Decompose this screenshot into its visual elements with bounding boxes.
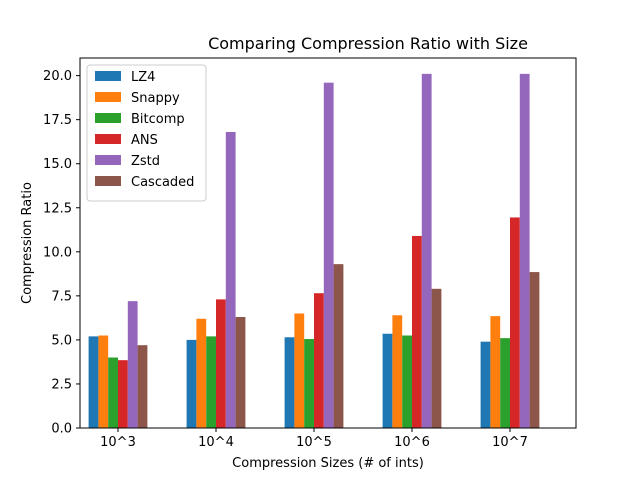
bar-snappy-10e3 [98,335,109,428]
y-tick-label: 7.5 [51,289,72,304]
x-tick-label: 10^6 [394,435,430,450]
bar-bitcomp-10e6 [402,335,412,428]
bar-snappy-10e7 [490,316,501,428]
legend-swatch-cascaded [95,176,121,186]
y-tick-label: 5.0 [51,333,72,348]
legend-swatch-ans [95,134,121,144]
bar-ans-10e4 [216,299,226,428]
y-axis-label: Compression Ratio [20,182,35,304]
legend-label-lz4: LZ4 [131,70,155,85]
x-tick-label: 10^7 [492,435,528,450]
bar-snappy-10e4 [196,318,207,428]
bar-lz4-10e5 [284,337,295,428]
bar-zstd-10e7 [519,73,530,429]
bar-cascaded-10e4 [235,317,246,428]
bar-lz4-10e6 [382,333,393,428]
legend-label-ans: ANS [131,133,158,148]
legend-label-bitcomp: Bitcomp [131,112,185,127]
plot-frame [79,57,577,429]
legend-swatch-snappy [95,92,121,102]
bar-bitcomp-10e7 [500,338,510,428]
bar-snappy-10e5 [294,313,305,428]
bar-cascaded-10e3 [137,345,148,428]
bar-cascaded-10e5 [333,264,344,428]
bar-zstd-10e3 [127,301,138,428]
legend-swatch-bitcomp [95,113,121,123]
y-tick-label: 10.0 [43,245,72,260]
x-axis: 10^3 10^4 10^5 10^6 10^7 [100,428,528,450]
legend-label-zstd: Zstd [131,154,160,169]
legend-label-snappy: Snappy [131,91,180,106]
bar-lz4-10e7 [480,341,491,428]
bar-cascaded-10e7 [529,272,540,428]
legend: LZ4 Snappy Bitcomp ANS Zstd Cascaded [86,64,207,202]
legend-swatch-lz4 [95,71,121,81]
bar-bitcomp-10e4 [206,336,216,428]
y-tick-label: 20.0 [43,69,72,84]
bars-group [88,73,540,429]
y-axis: 0.0 2.5 5.0 7.5 10.0 12.5 15.0 17.5 20.0 [43,69,80,437]
x-tick-label: 10^5 [296,435,332,450]
y-tick-label: 2.5 [51,377,72,392]
y-tick-label: 0.0 [51,422,72,437]
bar-ans-10e5 [314,293,324,428]
bar-snappy-10e6 [392,315,403,428]
x-tick-label: 10^3 [100,435,136,450]
bar-cascaded-10e6 [431,288,442,428]
y-tick-label: 12.5 [43,201,72,216]
bar-lz4-10e4 [186,339,197,428]
chart-title: Comparing Compression Ratio with Size [208,34,528,53]
y-tick-label: 17.5 [43,113,72,128]
bar-zstd-10e4 [225,132,236,428]
bar-lz4-10e3 [88,336,99,428]
bar-ans-10e3 [118,360,128,428]
bar-zstd-10e6 [421,73,432,429]
bar-ans-10e7 [510,217,520,428]
bar-zstd-10e5 [323,82,334,429]
bar-bitcomp-10e3 [108,357,118,428]
x-axis-label: Compression Sizes (# of ints) [232,456,424,471]
legend-swatch-zstd [95,155,121,165]
bar-bitcomp-10e5 [304,339,314,428]
x-tick-label: 10^4 [198,435,234,450]
legend-label-cascaded: Cascaded [131,175,194,190]
y-tick-label: 15.0 [43,157,72,172]
bar-ans-10e6 [412,235,422,428]
